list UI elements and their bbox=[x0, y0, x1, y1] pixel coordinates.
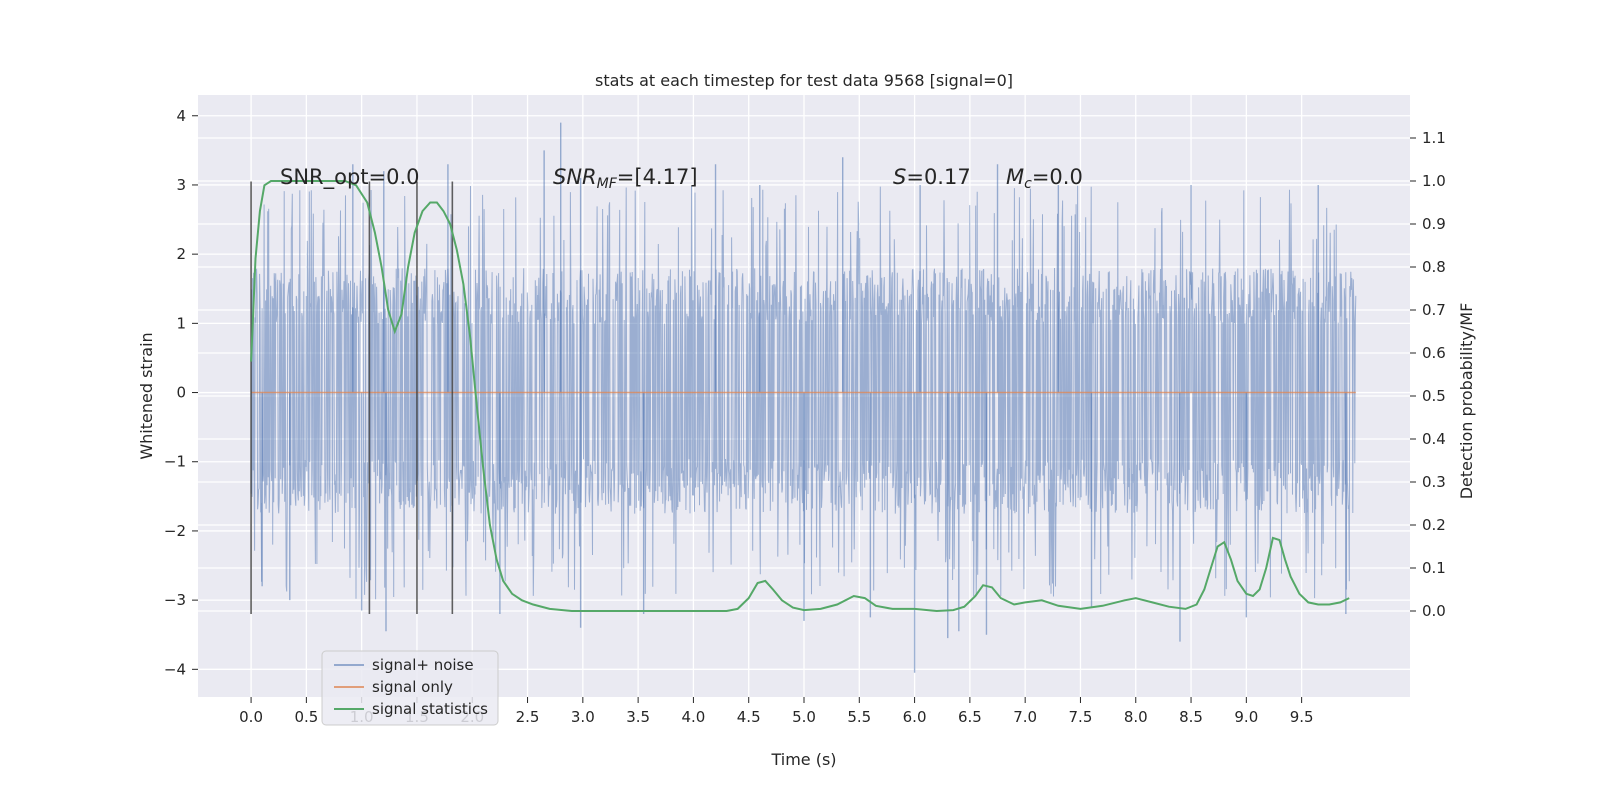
statistics-series bbox=[250, 180, 1350, 613]
annotation-snr-mf: SNRMF=[4.17] bbox=[553, 165, 698, 192]
y-tick-label-left: 1 bbox=[176, 314, 186, 332]
annotation-mc: Mc=0.0 bbox=[1006, 165, 1083, 192]
legend-label-statistics: signal statistics bbox=[372, 700, 488, 718]
y-tick-label-right: 1.0 bbox=[1422, 172, 1446, 190]
x-tick-label: 6.0 bbox=[903, 708, 927, 726]
legend-label-signal: signal only bbox=[372, 678, 453, 696]
legend-box bbox=[321, 650, 499, 726]
x-tick-label: 7.5 bbox=[1069, 708, 1093, 726]
y-tick-label-left: −1 bbox=[164, 453, 186, 471]
x-tick-label: 5.0 bbox=[792, 708, 816, 726]
legend-label-noise: signal+ noise bbox=[372, 656, 474, 674]
y-tick-label-right: 0.5 bbox=[1422, 387, 1446, 405]
annotation-s-var: S bbox=[893, 165, 906, 189]
y-tick-label-left: 2 bbox=[176, 245, 186, 263]
x-tick-label: 3.5 bbox=[626, 708, 650, 726]
y-tick-label-right: 0.8 bbox=[1422, 258, 1446, 276]
x-tick-label: 6.5 bbox=[958, 708, 982, 726]
y-tick-label-left: −4 bbox=[164, 660, 186, 678]
x-tick-label: 8.5 bbox=[1179, 708, 1203, 726]
y-tick-label-right: 0.2 bbox=[1422, 516, 1446, 534]
x-tick-label: 3.0 bbox=[571, 708, 595, 726]
x-tick-label: 9.5 bbox=[1290, 708, 1314, 726]
y-tick-label-right: 0.1 bbox=[1422, 559, 1446, 577]
x-tick-label: 0.0 bbox=[239, 708, 263, 726]
annotation-s: S=0.17 bbox=[893, 165, 971, 189]
x-axis-label: Time (s) bbox=[770, 750, 836, 769]
y-tick-label-right: 0.9 bbox=[1422, 215, 1446, 233]
x-tick-label: 0.5 bbox=[294, 708, 318, 726]
y-tick-label-left: 0 bbox=[176, 384, 186, 402]
y-tick-label-left: 4 bbox=[176, 107, 186, 125]
y-tick-label-right: 0.0 bbox=[1422, 602, 1446, 620]
y-axis-label-right: Detection probability/MF bbox=[1457, 303, 1476, 500]
merger-lines bbox=[250, 181, 454, 614]
y-tick-label-right: 0.6 bbox=[1422, 344, 1446, 362]
annotation-mc-var: M bbox=[1006, 165, 1024, 189]
x-tick-label: 4.0 bbox=[681, 708, 705, 726]
x-tick-label: 2.5 bbox=[516, 708, 540, 726]
y-tick-label-right: 0.7 bbox=[1422, 301, 1446, 319]
x-tick-label: 5.5 bbox=[847, 708, 871, 726]
annotation-snr-mf-var: SNR bbox=[553, 165, 597, 189]
noise-series bbox=[250, 122, 1357, 673]
legend: signal+ noise signal only signal statist… bbox=[321, 650, 499, 726]
y-tick-label-left: −2 bbox=[164, 522, 186, 540]
x-tick-label: 4.5 bbox=[737, 708, 761, 726]
statistics-line bbox=[250, 180, 1350, 613]
y-tick-label-right: 0.4 bbox=[1422, 430, 1446, 448]
x-tick-label: 7.0 bbox=[1013, 708, 1037, 726]
y-tick-label-right: 0.3 bbox=[1422, 473, 1446, 491]
annotation-snr-mf-sub: MF bbox=[597, 176, 618, 192]
x-tick-label: 8.0 bbox=[1124, 708, 1148, 726]
annotation-mc-val: =0.0 bbox=[1032, 165, 1083, 189]
y-tick-label-left: 3 bbox=[176, 176, 186, 194]
y-tick-label-left: −3 bbox=[164, 591, 186, 609]
x-tick-label: 9.0 bbox=[1234, 708, 1258, 726]
y-tick-label-right: 1.1 bbox=[1422, 129, 1446, 147]
annotation-mc-sub: c bbox=[1024, 176, 1032, 192]
chart-title: stats at each timestep for test data 956… bbox=[595, 71, 1013, 90]
annotation-s-val: =0.17 bbox=[906, 165, 970, 189]
y-axis-label-left: Whitened strain bbox=[137, 332, 156, 459]
annotation-snr-mf-val: =[4.17] bbox=[617, 165, 698, 189]
annotation-snr-opt: SNR_opt=0.0 bbox=[280, 165, 420, 190]
